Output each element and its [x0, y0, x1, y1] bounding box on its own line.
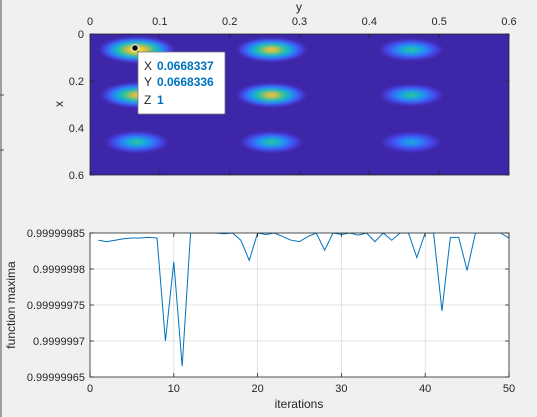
heatmap-peak — [236, 83, 307, 108]
line-x-tick-label: 40 — [419, 383, 431, 395]
heatmap-y-ticks: 0 0.2 0.4 0.6 — [69, 29, 509, 182]
line-y-tick-label: 0.9999997 — [33, 336, 85, 348]
line-y-tick-label: 0.99999975 — [27, 300, 85, 312]
series-line-function-maxima[interactable] — [98, 233, 509, 367]
datatip-box — [137, 51, 226, 115]
heatmap-peak — [104, 131, 169, 154]
heatmap-y-tick-label: 0 — [78, 29, 84, 41]
heatmap-x-ticks: 0 0.1 0.2 0.3 0.4 0.5 0.6 — [87, 16, 517, 175]
line-y-tick-label: 0.99999965 — [27, 372, 85, 384]
heatmap-y-tick-label: 0.2 — [69, 76, 84, 88]
line-axes[interactable]: 0 10 20 30 40 50 0.99999985 0.9999998 0.9999997… — [4, 228, 515, 411]
datatip-x-value: 0.0668337 — [157, 59, 214, 73]
datatip[interactable]: X 0.0668337 Y 0.0668336 Z 1 — [131, 44, 226, 115]
datatip-y-label: Y — [144, 75, 152, 89]
line-x-tick-label: 20 — [251, 383, 263, 395]
line-x-tick-label: 10 — [168, 383, 180, 395]
line-x-axis-label: iterations — [275, 397, 324, 411]
line-x-tick-label: 50 — [503, 383, 515, 395]
heatmap-x-tick-label: 0 — [87, 16, 93, 28]
heatmap-x-tick-label: 0.6 — [501, 16, 516, 28]
line-y-ticks: 0.99999985 0.9999998 0.99999975 0.9999997 0.… — [27, 228, 509, 384]
datatip-y-value: 0.0668336 — [157, 75, 214, 89]
heatmap-x-tick-label: 0.2 — [222, 16, 237, 28]
line-x-tick-label: 30 — [335, 383, 347, 395]
heatmap-x-tick-label: 0.1 — [152, 16, 167, 28]
line-y-tick-label: 0.99999985 — [27, 228, 85, 240]
heatmap-peak — [380, 131, 442, 153]
heatmap-x-tick-label: 0.4 — [362, 16, 377, 28]
line-y-tick-label: 0.9999998 — [33, 264, 85, 276]
line-x-ticks: 0 10 20 30 40 50 — [87, 233, 515, 395]
heatmap-x-tick-label: 0.5 — [432, 16, 447, 28]
heatmap-x-axis-label: y — [296, 0, 302, 14]
heatmap-peak — [378, 38, 444, 61]
datatip-z-label: Z — [144, 93, 151, 107]
datatip-x-label: X — [144, 59, 152, 73]
datatip-marker[interactable] — [131, 44, 139, 52]
heatmap-axes[interactable]: 0 0.1 0.2 0.3 0.4 0.5 0.6 0 0.2 0.4 0.6 y x — [52, 0, 517, 182]
heatmap-y-tick-label: 0.4 — [69, 123, 84, 135]
heatmap-peak — [236, 37, 308, 62]
heatmap-y-tick-label: 0.6 — [69, 170, 84, 182]
heatmap-x-tick-label: 0.3 — [292, 16, 307, 28]
line-y-axis-label: function maxima — [4, 261, 18, 349]
heatmap-peak — [379, 84, 444, 106]
datatip-z-value: 1 — [157, 93, 164, 107]
window-edge — [0, 0, 2, 417]
heatmap-y-axis-label: x — [52, 101, 66, 107]
heatmap-peak — [239, 131, 304, 153]
line-x-tick-label: 0 — [87, 383, 93, 395]
